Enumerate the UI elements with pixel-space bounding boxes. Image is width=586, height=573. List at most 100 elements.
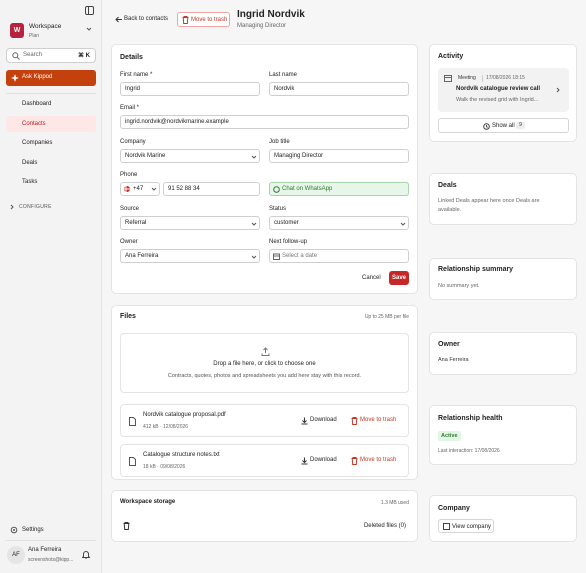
- section-title: Activity: [438, 53, 464, 60]
- field-select[interactable]: Referral: [120, 216, 260, 230]
- section-title: Deals: [438, 182, 457, 189]
- owner-card: [429, 332, 577, 375]
- divider: [6, 93, 96, 94]
- chevron: [251, 255, 257, 259]
- dropzone[interactable]: Drop a file here, or click to choose one…: [120, 333, 409, 393]
- flag-icon: [124, 186, 130, 192]
- workspace-name[interactable]: Workspace: [29, 23, 62, 30]
- whatsapp-label: Chat on WhatsApp: [282, 186, 333, 192]
- company-card: [429, 495, 577, 542]
- section-title: Workspace storage: [120, 499, 176, 505]
- chevron: [251, 155, 257, 159]
- settings-link[interactable]: Settings: [22, 527, 44, 533]
- file-row[interactable]: Catalogue structure notes.txt 18 kB · 09/…: [120, 444, 409, 477]
- field-label: Job title: [269, 139, 290, 145]
- file-row[interactable]: Nordvik catalogue proposal.pdf 412 kB · 1…: [120, 404, 409, 437]
- storage-used: 1.3 MB used: [380, 500, 409, 506]
- assistant-label: Ask Kippod: [22, 74, 53, 80]
- field-value: Ingrid: [125, 86, 141, 92]
- field-input[interactable]: Managing Director: [269, 149, 409, 163]
- show-all-button[interactable]: Show all 9: [438, 118, 569, 133]
- search-box[interactable]: Search ⌘ K: [6, 48, 96, 63]
- field-input[interactable]: Ingrid: [120, 82, 260, 96]
- workspace-logo[interactable]: W: [10, 23, 24, 38]
- trash-file-button[interactable]: Move to trash: [360, 457, 397, 463]
- country-select[interactable]: +47: [120, 182, 160, 196]
- separator: [482, 75, 483, 82]
- deleted-files[interactable]: Deleted files (0): [363, 523, 406, 529]
- field-value: Referral: [125, 220, 147, 226]
- assistant-button[interactable]: Ask Kippod: [6, 70, 96, 86]
- chevron: [10, 204, 14, 210]
- trash-contact-button[interactable]: Move to trash: [177, 12, 230, 27]
- file-limit: Up to 25 MB per file: [364, 314, 409, 320]
- dropzone-hint: Contracts, quotes, photos and spreadshee…: [167, 373, 362, 379]
- nav-item[interactable]: Dashboard: [22, 101, 52, 107]
- clock-icon: [483, 122, 490, 130]
- save-button[interactable]: Save: [389, 271, 409, 285]
- nav-item[interactable]: Tasks: [22, 179, 38, 186]
- collapse-icon[interactable]: [85, 6, 94, 15]
- calendar-icon: [273, 253, 280, 260]
- field-value: Nordvik: [274, 86, 295, 92]
- back-link[interactable]: Back to contacts: [124, 16, 169, 22]
- field-label: Company: [120, 139, 146, 145]
- building-icon: [443, 523, 450, 530]
- download-icon: [301, 457, 308, 465]
- user-avatar[interactable]: AF: [7, 546, 25, 564]
- nav-item[interactable]: Deals: [22, 159, 38, 166]
- field-label: Status: [269, 206, 287, 212]
- deals-empty: Linked Deals appear here once Deals are …: [438, 198, 540, 213]
- field-input[interactable]: 91 52 88 34: [163, 182, 260, 196]
- field-value: Ana Ferreira: [125, 253, 159, 259]
- trash-file-button[interactable]: Move to trash: [360, 417, 397, 423]
- field-input[interactable]: Nordvik: [269, 82, 409, 96]
- search-placeholder: Search: [23, 52, 43, 58]
- field-label: Owner: [120, 239, 138, 245]
- chevron: [251, 222, 257, 226]
- view-company-button[interactable]: View company: [438, 519, 494, 533]
- back-arrow: [115, 16, 122, 23]
- health-status: Active: [438, 431, 461, 441]
- show-all-label: Show all: [492, 123, 515, 129]
- spark-icon: [11, 74, 19, 82]
- configure-section[interactable]: CONFIGURE: [19, 204, 52, 210]
- field-select[interactable]: Nordvik Marine: [120, 149, 260, 163]
- activity-item[interactable]: Meeting 17/08/2026 18:15 Nordvik catalog…: [438, 68, 569, 112]
- owner-name: Ana Ferreira: [438, 357, 469, 363]
- trash-icon: [182, 16, 189, 24]
- user-name: Ana Ferreira: [28, 547, 62, 553]
- field-value: Nordvik Marine: [125, 153, 166, 159]
- field-label: Last name: [269, 72, 298, 78]
- trash-icon[interactable]: [123, 522, 130, 530]
- section-title: Relationship summary: [438, 266, 514, 273]
- date-picker[interactable]: Select a date: [269, 249, 409, 263]
- trash-icon: [351, 457, 358, 465]
- field-select[interactable]: customer: [269, 216, 409, 230]
- cancel-button[interactable]: Cancel: [362, 275, 381, 281]
- file-meta: 18 kB · 09/08/2026: [143, 464, 186, 470]
- divider: [6, 540, 96, 541]
- field-select[interactable]: Ana Ferreira: [120, 249, 260, 263]
- calendar-icon: [444, 75, 452, 82]
- chevron: [556, 87, 560, 93]
- last-interaction: Last interaction: 17/08/2026: [438, 448, 500, 454]
- bell-icon[interactable]: [82, 550, 90, 559]
- search-shortcut: ⌘ K: [78, 53, 90, 59]
- field-input[interactable]: ingrid.nordvik@nordvikmarine.example: [120, 115, 409, 129]
- file-icon: [129, 417, 136, 426]
- nav-item[interactable]: Companies: [22, 140, 53, 147]
- upload-icon: [261, 347, 270, 356]
- file-name: Nordvik catalogue proposal.pdf: [143, 412, 226, 418]
- country-code: +47: [133, 186, 144, 192]
- contact-name: Ingrid Nordvik: [237, 9, 305, 20]
- field-value: ingrid.nordvik@nordvikmarine.example: [125, 119, 229, 125]
- activity-count: 9: [516, 122, 525, 129]
- whatsapp-button[interactable]: Chat on WhatsApp: [269, 182, 409, 196]
- nav-item[interactable]: Contacts: [6, 115, 96, 132]
- section-title: Relationship health: [438, 415, 503, 422]
- download-button[interactable]: Download: [310, 417, 337, 423]
- activity-summary: Walk the revised grid with Ingrid...: [456, 97, 539, 103]
- download-button[interactable]: Download: [310, 457, 337, 463]
